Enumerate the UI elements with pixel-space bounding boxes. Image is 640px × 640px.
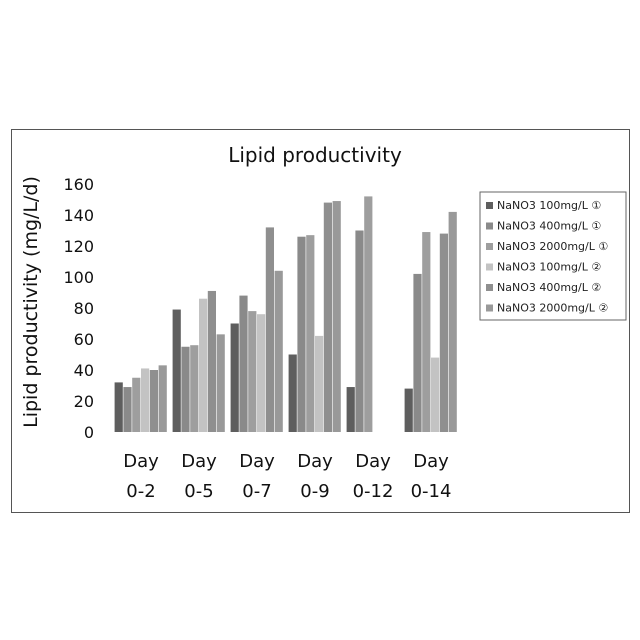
bar-series-4-cat-3 [257,314,265,432]
bar-series-2-cat-3 [239,296,247,432]
y-axis-label: Lipid productivity (mg/L/d) [20,176,42,428]
bar-series-2-cat-1 [123,387,131,432]
x-category-label: Day [355,451,391,472]
x-category-label: 0-7 [242,481,271,502]
legend-swatch [486,305,493,312]
chart-title: Lipid productivity [228,143,402,167]
bar-series-group [115,196,457,432]
chart-frame: Lipid productivity Lipid productivity (m… [11,129,630,513]
bar-series-6-cat-3 [275,271,283,432]
legend-swatch [486,223,493,230]
x-category-label: 0-12 [353,481,394,502]
legend-entry: NaNO3 400mg/L ② [497,281,601,294]
y-tick-label: 100 [63,268,94,287]
bar-series-6-cat-4 [333,201,341,432]
bar-series-5-cat-6 [440,234,448,432]
bar-series-1-cat-4 [289,355,297,433]
bar-series-2-cat-5 [355,231,363,433]
bar-series-6-cat-1 [159,365,167,432]
y-tick-label: 60 [74,330,94,349]
bar-series-3-cat-2 [190,345,198,432]
bar-series-6-cat-2 [217,334,225,432]
x-category-label: 0-14 [411,481,452,502]
x-category-label: Day [297,451,333,472]
x-category-label: 0-2 [126,481,155,502]
legend-entry: NaNO3 100mg/L ① [497,199,601,212]
bar-series-3-cat-1 [132,378,140,432]
bar-series-5-cat-3 [266,227,274,432]
x-category-label: 0-5 [184,481,213,502]
bar-series-6-cat-6 [449,212,457,432]
legend-entry: NaNO3 2000mg/L ① [497,240,608,253]
x-category-label: Day [123,451,159,472]
legend-swatch [486,284,493,291]
legend-entry: NaNO3 100mg/L ② [497,261,601,274]
x-category-label: Day [239,451,275,472]
bar-series-1-cat-2 [173,310,181,432]
bar-series-5-cat-2 [208,291,216,432]
bar-series-3-cat-6 [422,232,430,432]
bar-series-2-cat-4 [297,237,305,432]
x-category-label: Day [413,451,449,472]
bar-series-3-cat-5 [364,196,372,432]
y-tick-label: 20 [74,392,94,411]
bar-series-2-cat-6 [413,274,421,432]
bar-series-1-cat-5 [347,387,355,432]
bar-series-4-cat-1 [141,368,149,432]
y-tick-label: 140 [63,206,94,225]
bar-series-3-cat-4 [306,235,314,432]
legend-entry: NaNO3 2000mg/L ② [497,302,608,315]
x-category-label: Day [181,451,217,472]
legend: NaNO3 100mg/L ① NaNO3 400mg/L ① NaNO3 2000… [480,192,626,320]
x-axis-categories: Day 0-2 Day 0-5 Day 0-7 Day 0-9 Day 0-12 Day 0-14 [123,451,451,502]
y-tick-label: 40 [74,361,94,380]
bar-series-2-cat-2 [181,347,189,432]
legend-swatch [486,243,493,250]
y-tick-label: 80 [74,299,94,318]
lipid-productivity-chart: Lipid productivity Lipid productivity (m… [12,130,629,512]
bar-series-5-cat-1 [150,370,158,432]
x-category-label: 0-9 [300,481,329,502]
y-tick-label: 160 [63,175,94,194]
legend-entry: NaNO3 400mg/L ① [497,220,601,233]
bar-series-1-cat-1 [115,382,123,432]
bar-series-4-cat-4 [315,336,323,432]
bar-series-1-cat-6 [405,389,413,432]
bar-series-5-cat-4 [324,203,332,432]
bar-series-3-cat-3 [248,311,256,432]
y-tick-label: 0 [84,423,94,442]
legend-swatch [486,202,493,209]
bar-series-4-cat-6 [431,358,439,432]
bar-series-4-cat-2 [199,299,207,432]
y-tick-label: 120 [63,237,94,256]
legend-swatch [486,264,493,271]
y-axis-ticks: 0 20 40 60 80 100 120 140 160 [63,175,94,442]
bar-series-1-cat-3 [231,324,239,433]
